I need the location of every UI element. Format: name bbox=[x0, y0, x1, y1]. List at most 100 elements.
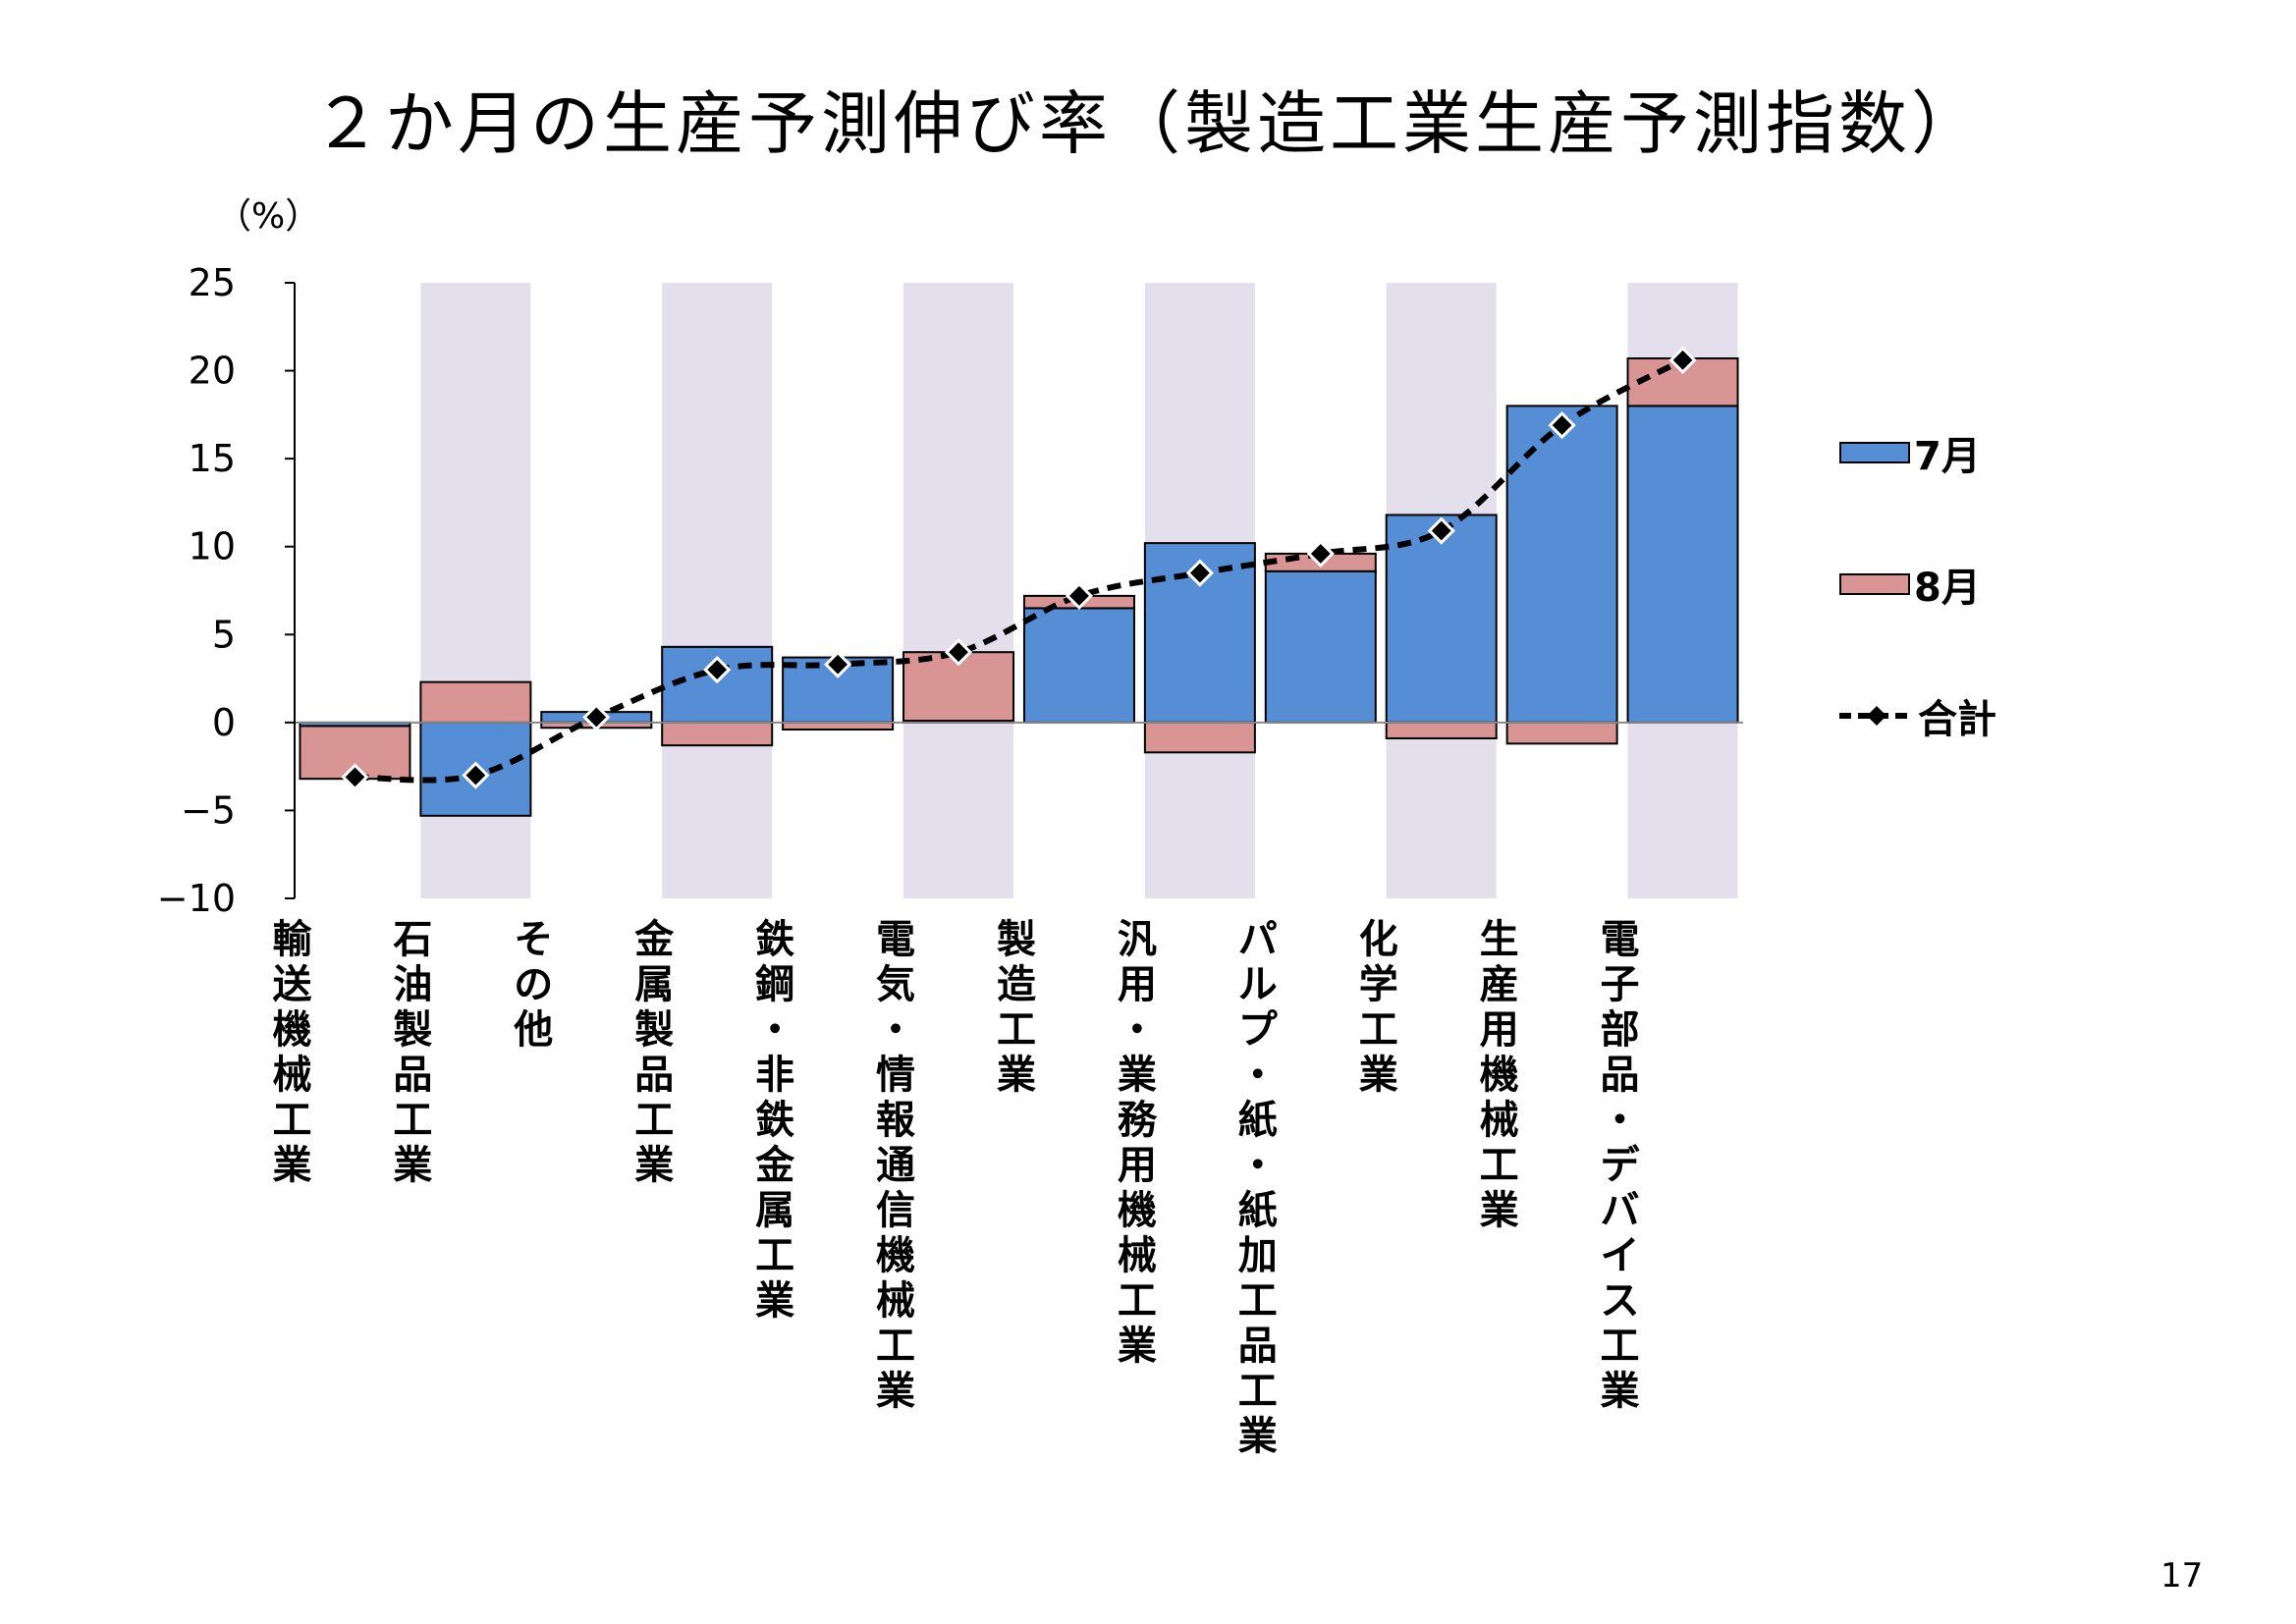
category-label-char: 紙 bbox=[1238, 1188, 1278, 1233]
y-tick-label: 15 bbox=[189, 437, 236, 480]
total-marker bbox=[703, 655, 732, 684]
category-label-char: 学 bbox=[1359, 962, 1398, 1007]
category-label-char: 業 bbox=[1601, 1369, 1640, 1414]
y-tick-label: −10 bbox=[157, 877, 236, 920]
category-label-char: ・ bbox=[1238, 1143, 1278, 1188]
category-label-char: パ bbox=[1238, 917, 1278, 962]
category-label-char: 械 bbox=[876, 1278, 915, 1324]
category-label-char: 業 bbox=[1480, 1188, 1519, 1233]
bar-series-0 bbox=[1385, 514, 1498, 724]
page-title: ２か月の生産予測伸び率（製造工業生産予測指数） bbox=[312, 83, 1984, 164]
category-label-char: 品 bbox=[393, 1053, 432, 1098]
category-label-char: 生 bbox=[1480, 917, 1519, 962]
y-tick-label: 5 bbox=[212, 613, 236, 656]
bar-series-0 bbox=[1143, 542, 1256, 724]
total-line bbox=[355, 357, 1684, 784]
y-tick-label: 20 bbox=[189, 350, 236, 393]
y-tick-label: 0 bbox=[212, 701, 236, 744]
y-axis-label: （%） bbox=[216, 196, 320, 237]
category-label-char: 鉄 bbox=[755, 917, 794, 962]
category-label-char: 工 bbox=[1118, 1278, 1157, 1324]
category-label-char: 務 bbox=[1118, 1098, 1158, 1143]
legend-item-total: 合計 bbox=[1839, 687, 1996, 744]
bar-series-1 bbox=[419, 680, 532, 724]
category-label-char: ・ bbox=[755, 1007, 794, 1053]
category-label-char: バ bbox=[1601, 1188, 1640, 1233]
category-label-char: 製 bbox=[393, 1007, 432, 1053]
category-label-char: 工 bbox=[1480, 1143, 1519, 1188]
category-label-char: 属 bbox=[755, 1188, 794, 1233]
category-label-char: 工 bbox=[634, 1098, 674, 1143]
category-label-char: 工 bbox=[272, 1098, 311, 1143]
category-label-char: プ bbox=[1238, 1007, 1278, 1053]
category-label-char: の bbox=[514, 962, 553, 1007]
category-label-char: 業 bbox=[755, 1278, 794, 1324]
category-label-char: 工 bbox=[997, 1007, 1036, 1053]
total-marker bbox=[824, 650, 852, 678]
category-label-char: 製 bbox=[634, 1007, 674, 1053]
category-label-char: 鋼 bbox=[755, 962, 794, 1007]
category-label-char: デ bbox=[1601, 1143, 1640, 1188]
category-label-char: 金 bbox=[633, 917, 675, 962]
category-label-char: 金 bbox=[754, 1143, 795, 1188]
category-label-char: 業 bbox=[634, 1143, 674, 1188]
category-label-char: 業 bbox=[1118, 1324, 1157, 1369]
category-label-char: 工 bbox=[393, 1098, 432, 1143]
category-label-char: 化 bbox=[1359, 917, 1398, 962]
total-marker bbox=[1306, 539, 1335, 568]
category-label-char: 信 bbox=[876, 1188, 915, 1233]
category-label-char: 用 bbox=[1118, 1143, 1157, 1188]
bar-series-1 bbox=[1385, 721, 1498, 739]
category-label-char: 機 bbox=[876, 1233, 915, 1278]
total-marker bbox=[582, 703, 611, 731]
category-label-char: 業 bbox=[1359, 1053, 1398, 1098]
category-label-char: 輸 bbox=[272, 917, 312, 962]
bar-series-1 bbox=[1143, 721, 1256, 754]
category-label-char: 品 bbox=[1238, 1324, 1278, 1369]
category-label-char: ・ bbox=[1601, 1098, 1640, 1143]
category-label-char: 工 bbox=[1601, 1324, 1640, 1369]
category-label-char: 業 bbox=[997, 1053, 1036, 1098]
category-label-char: 情 bbox=[876, 1053, 915, 1098]
category-label-char: ・ bbox=[876, 1007, 915, 1053]
legend-label-7gatsu: 7月 bbox=[1914, 434, 1981, 479]
legend-item-8gatsu: 8月 bbox=[1839, 556, 1981, 613]
y-tick-label: −5 bbox=[181, 788, 236, 832]
category-label-char: 用 bbox=[1118, 962, 1157, 1007]
total-marker bbox=[462, 761, 490, 789]
bar-series-0 bbox=[1264, 569, 1377, 724]
category-label-char: 加 bbox=[1238, 1233, 1278, 1278]
legend-label-total: 合計 bbox=[1918, 697, 1996, 742]
category-label-char: 工 bbox=[876, 1324, 915, 1369]
bar-series-1 bbox=[782, 721, 895, 731]
bar-series-1 bbox=[1505, 721, 1618, 745]
category-label-char: 電 bbox=[876, 917, 915, 962]
y-tick-label: 25 bbox=[189, 261, 236, 304]
category-label-char: 械 bbox=[1480, 1098, 1519, 1143]
category-band bbox=[662, 283, 773, 898]
total-marker bbox=[1548, 410, 1576, 440]
category-label-char: そ bbox=[514, 917, 553, 962]
category-label-char: 業 bbox=[393, 1143, 432, 1188]
total-marker bbox=[1185, 559, 1214, 587]
bar-series-0 bbox=[1626, 405, 1739, 724]
category-label-char: 部 bbox=[1601, 1007, 1640, 1053]
category-label-char: 械 bbox=[272, 1053, 311, 1098]
total-marker bbox=[1668, 346, 1697, 374]
category-label-char: 機 bbox=[1118, 1188, 1157, 1233]
y-tick-label: 10 bbox=[189, 525, 236, 568]
category-label-char: 他 bbox=[513, 1007, 553, 1053]
category-label-char: 通 bbox=[876, 1143, 915, 1188]
total-marker bbox=[341, 763, 369, 791]
legend-swatch-7gatsu bbox=[1839, 442, 1910, 463]
page-number: 17 bbox=[2160, 1556, 2204, 1596]
legend-line-total bbox=[1839, 706, 1914, 726]
category-label-char: 品 bbox=[634, 1053, 674, 1098]
category-label-char: 鉄 bbox=[755, 1098, 794, 1143]
category-band bbox=[903, 283, 1014, 898]
category-label-char: 機 bbox=[272, 1007, 311, 1053]
category-label-char: イ bbox=[1601, 1233, 1640, 1278]
category-label-char: 汎 bbox=[1118, 917, 1157, 962]
category-label-char: 油 bbox=[393, 962, 432, 1007]
